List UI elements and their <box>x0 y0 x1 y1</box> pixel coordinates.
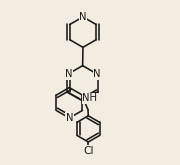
Text: N: N <box>66 113 73 123</box>
Text: Cl: Cl <box>83 146 94 156</box>
Text: N: N <box>79 12 87 22</box>
Text: N: N <box>93 69 101 80</box>
Text: NH: NH <box>82 93 97 103</box>
Text: N: N <box>65 69 72 80</box>
